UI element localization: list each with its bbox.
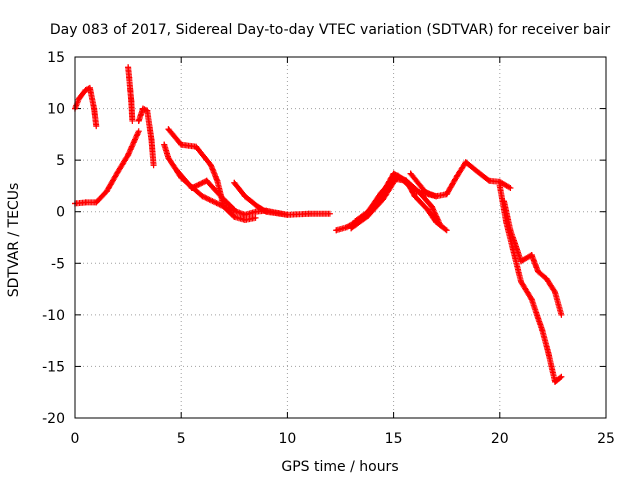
x-tick-label: 5 [177,431,186,447]
series-track-7 [173,167,238,213]
series-markers [407,159,513,200]
x-tick-label: 20 [491,431,509,447]
y-tick-label: -20 [42,411,65,427]
series-markers [501,198,564,317]
y-tick-label: 15 [47,50,65,66]
series-track-8 [231,179,291,218]
x-tick-label: 0 [71,431,80,447]
series-track-4 [135,105,157,169]
chart-title: Day 083 of 2017, Sidereal Day-to-day VTE… [50,22,611,38]
plot-frame [74,56,607,419]
x-tick-label: 25 [597,431,615,447]
series-markers [125,64,136,123]
series-markers [174,167,237,212]
y-tick-label: -5 [51,256,65,272]
y-tick-label: 5 [56,153,65,169]
series-track-12 [407,159,514,200]
y-tick-label: 10 [47,102,65,118]
y-tick-label: -10 [42,308,65,324]
tick-labels: 0 5 10 15 20 25 15 10 5 0 -5 -10 -15 -20 [42,50,615,447]
series-markers [135,105,157,167]
series-track-3 [125,64,136,124]
y-axis-label: SDTVAR / TECUs [6,183,22,298]
data-points [72,64,565,385]
x-tick-label: 10 [278,431,296,447]
series-track-14 [501,198,565,318]
grid-lines [75,57,606,418]
series-track-6 [165,126,259,223]
series-markers [348,172,438,232]
y-tick-label: 0 [56,205,65,221]
x-tick-label: 15 [385,431,403,447]
series-track-11 [348,172,440,232]
y-tick-label: -15 [42,359,65,375]
series-markers [231,179,289,218]
x-axis-label: GPS time / hours [281,459,398,475]
